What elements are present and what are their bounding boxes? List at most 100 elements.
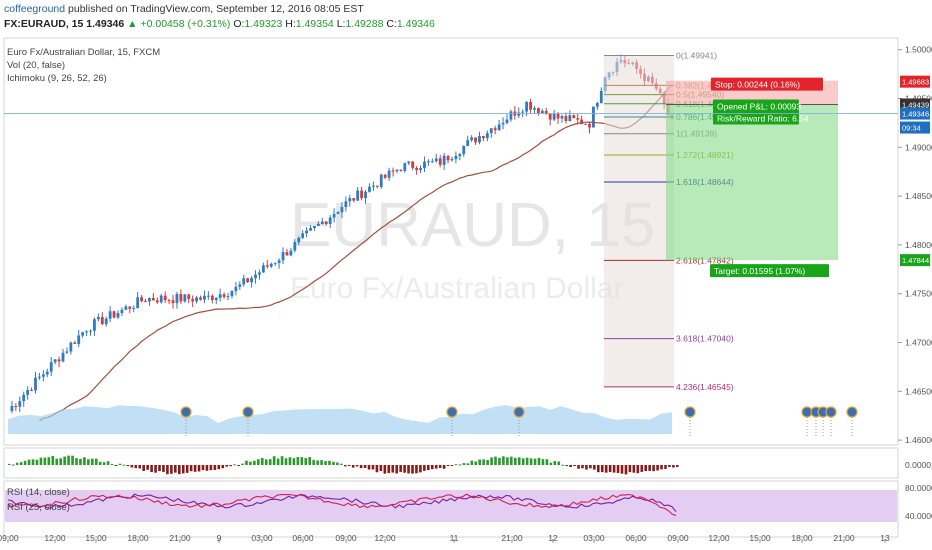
macd-bar: [600, 465, 604, 473]
candle-body: [116, 313, 120, 318]
price-chart[interactable]: EURAUD, 15 Euro Fx/Australian Dollar 1.500…: [0, 36, 932, 550]
candle-body: [136, 297, 140, 308]
close-label: C:: [386, 18, 397, 30]
macd-bar: [581, 465, 584, 469]
volume-area: [8, 405, 672, 434]
macd-bar: [525, 457, 529, 465]
macd-bar: [213, 465, 217, 471]
candle-body: [144, 301, 147, 303]
x-tick-label: 06:00: [625, 533, 647, 543]
legend-volume[interactable]: Vol (20, false): [7, 60, 66, 71]
macd-bar: [98, 461, 102, 465]
fib-level-label: 4.236(1.46545): [676, 382, 734, 392]
event-flag-icon: [513, 406, 525, 418]
candle-body: [584, 123, 587, 125]
candle-body: [22, 394, 26, 402]
macd-bar: [664, 465, 667, 469]
high-value: 1.49354: [295, 18, 334, 30]
candle-body: [595, 102, 599, 107]
macd-bar: [71, 455, 74, 465]
x-tick-label: 12:00: [44, 533, 66, 543]
candle-body: [246, 278, 250, 283]
candle-body: [81, 332, 85, 336]
chart-area[interactable]: EURAUD, 15 Euro Fx/Australian Dollar 1.500…: [0, 36, 932, 550]
macd-bar: [423, 465, 426, 471]
candle-body: [73, 342, 77, 344]
macd-bar: [383, 465, 387, 474]
macd-bar: [624, 465, 628, 475]
macd-bar: [260, 457, 264, 465]
macd-bar: [324, 461, 327, 465]
candle-body: [199, 297, 202, 300]
macd-bar: [19, 462, 23, 465]
macd-bar: [304, 458, 308, 465]
x-tick-label: 11: [450, 533, 459, 543]
macd-bar: [114, 465, 118, 466]
macd-bar: [561, 464, 565, 466]
macd-bar: [264, 459, 268, 465]
rsi-14-line: [7, 493, 677, 512]
candle-body: [30, 390, 33, 392]
watermark-symbol: EURAUD, 15: [290, 191, 655, 260]
x-tick-label: 03:00: [251, 533, 273, 543]
x-tick-label: 06:00: [292, 533, 314, 543]
fib-level-label: 0(1.49941): [676, 50, 717, 60]
macd-bar: [229, 465, 232, 467]
candle-body: [450, 159, 454, 161]
candle-body: [297, 237, 301, 243]
legend-rsi-25[interactable]: RSI (25, close): [7, 502, 70, 513]
rsi-tick-label: 40.0000: [905, 511, 932, 521]
macd-bar: [450, 465, 454, 466]
candle-body: [320, 221, 324, 224]
candle-body: [195, 297, 198, 302]
chart-legend-title[interactable]: Euro Fx/Australian Dollar, 15, FXCM: [7, 47, 161, 58]
candle-body: [485, 133, 489, 139]
macd-bar: [201, 465, 205, 471]
price-label: 09:34: [902, 124, 921, 133]
legend-ichimoku[interactable]: Ichimoku (9, 26, 52, 26): [7, 73, 107, 84]
macd-bar: [486, 460, 489, 465]
candle-body: [187, 294, 191, 299]
macd-bar: [146, 465, 149, 470]
macd-bar: [549, 462, 553, 465]
candle-body: [100, 316, 104, 325]
x-tick-label: 18:00: [127, 533, 149, 543]
publish-text: published on TradingView.com, September …: [68, 3, 364, 15]
candle-body: [375, 185, 379, 187]
legend-rsi-14[interactable]: RSI (14, close): [7, 487, 70, 498]
candle-body: [112, 311, 116, 318]
macd-bar: [292, 458, 296, 465]
macd-bar: [478, 459, 481, 465]
candle-body: [89, 330, 92, 332]
author-name[interactable]: coffeeground: [4, 3, 66, 15]
macd-bar: [233, 464, 236, 466]
macd-bar: [197, 465, 201, 472]
fib-level-label: 2.618(1.47842): [676, 255, 734, 265]
candle-body: [434, 158, 438, 162]
open-label: O:: [233, 18, 245, 30]
candle-body: [234, 286, 238, 291]
candle-body: [18, 401, 22, 407]
rr-label-box: [713, 111, 799, 125]
y-tick-label: 1.47500: [905, 289, 932, 299]
close-value: 1.49346: [396, 18, 435, 30]
macd-bar: [363, 465, 367, 468]
macd-bar: [529, 458, 533, 465]
price-label-box: [900, 254, 930, 267]
macd-bar: [300, 457, 304, 465]
candle-body: [222, 294, 226, 297]
target-label: Target: 0.01595 (1.07%): [714, 266, 805, 276]
macd-bar: [375, 465, 379, 473]
candle-body: [191, 298, 195, 302]
price-label: 1.49439: [902, 100, 929, 109]
symbol-header: FX:EURAUD, 15 1.49346 ▲ +0.00458 (+0.31%…: [4, 18, 435, 30]
y-tick-label: 1.48000: [905, 240, 932, 250]
candle-body: [57, 359, 61, 362]
candle-body: [332, 213, 336, 218]
candle-body: [289, 250, 293, 256]
candle-body: [61, 352, 65, 362]
macd-bar: [411, 465, 414, 474]
macd-bar: [110, 464, 114, 466]
candle-body: [293, 242, 297, 251]
price-label-box: [900, 107, 930, 120]
